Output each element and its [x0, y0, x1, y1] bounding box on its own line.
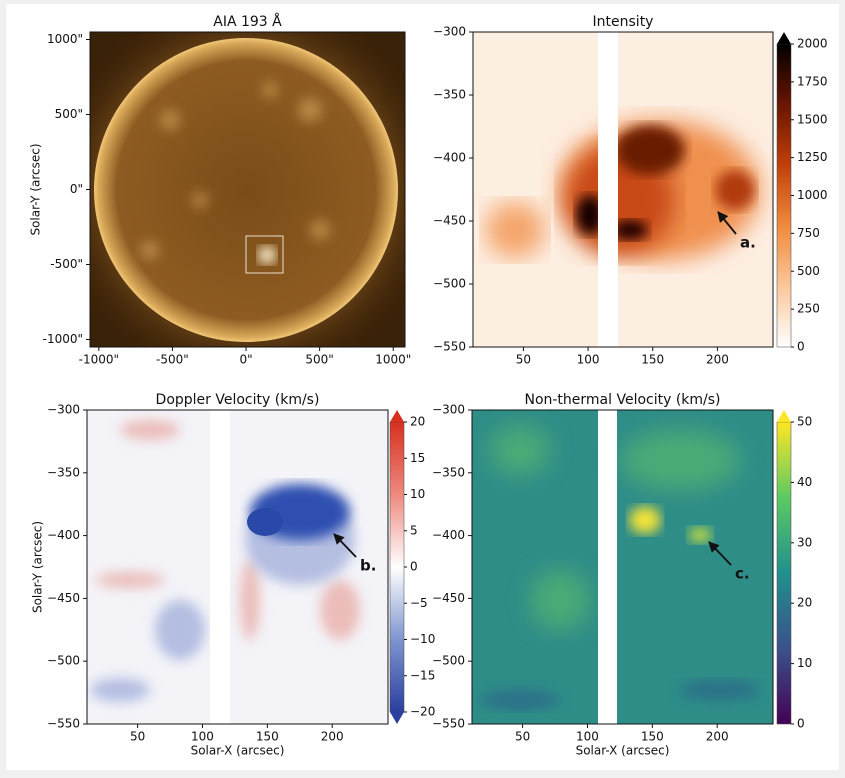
figure: AIA 193 Å-1000"-500"0"500"1000"1000"500"…: [0, 0, 845, 778]
colorbar-tick-label: 1500: [797, 112, 828, 126]
y-tick-label: −550: [47, 717, 80, 731]
colorbar-tick-label: −5: [410, 596, 428, 610]
colorbar-tick-label: −10: [410, 632, 435, 646]
annotation-label: c.: [735, 565, 750, 583]
y-tick-label: −500: [47, 654, 80, 668]
y-tick-label: 500": [55, 107, 83, 121]
y-tick-label: −450: [432, 591, 465, 605]
y-tick-label: −300: [432, 403, 465, 417]
y-tick-label: −450: [47, 591, 80, 605]
aia-image: [46, 0, 446, 390]
colorbar-tick-label: 20: [410, 415, 425, 429]
colorbar-tick-label: 1000: [797, 188, 828, 202]
y-tick-label: −500: [432, 654, 465, 668]
x-tick-label: 100: [577, 353, 600, 367]
colorbar-tick-label: 1250: [797, 150, 828, 164]
y-tick-label: −400: [433, 151, 466, 165]
annotation-label: a.: [740, 234, 756, 252]
y-tick-label: −550: [432, 717, 465, 731]
y-tick-label: −300: [433, 25, 466, 39]
colorbar-tick-label: 20: [797, 596, 812, 610]
y-axis-label: Solar-Y (arcsec): [31, 521, 45, 613]
colorbar-tick-label: 0: [797, 340, 805, 354]
colorbar: [390, 422, 404, 712]
y-tick-label: -1000": [43, 332, 83, 346]
x-tick-label: 1000": [375, 353, 411, 367]
x-tick-label: 200: [706, 353, 729, 367]
panel-title: Intensity: [593, 14, 654, 30]
colorbar-tick-label: 15: [410, 451, 425, 465]
colorbar-tick-label: 50: [797, 415, 812, 429]
y-tick-label: −350: [47, 465, 80, 479]
colorbar-tick-label: 0: [410, 560, 418, 574]
page: {"chart_data": [ {"type": "image", "titl…: [0, 0, 845, 778]
colorbar-tick-label: 1750: [797, 74, 828, 88]
y-tick-label: −500: [433, 277, 466, 291]
y-tick-label: −550: [433, 340, 466, 354]
colorbar-tick-label: 40: [797, 475, 812, 489]
colorbar-tick-label: 30: [797, 535, 812, 549]
colorbar-tick-label: 750: [797, 226, 820, 240]
colorbar: [777, 422, 791, 724]
y-tick-label: −350: [433, 88, 466, 102]
colorbar-tick-label: −15: [410, 668, 435, 682]
x-tick-label: -1000": [79, 353, 119, 367]
colorbar-tick-label: 0: [797, 717, 805, 731]
colorbar-tick-label: 10: [410, 487, 425, 501]
nonthermal-image: [472, 410, 773, 724]
x-axis-label: Solar-X (arcsec): [191, 744, 285, 758]
x-tick-label: 50: [516, 353, 531, 367]
colorbar-tick-label: 500: [797, 264, 820, 278]
y-tick-label: −400: [47, 528, 80, 542]
y-tick-label: −400: [432, 528, 465, 542]
panel-title: Doppler Velocity (km/s): [156, 392, 320, 408]
x-tick-label: -500": [156, 353, 189, 367]
y-tick-label: −350: [432, 465, 465, 479]
y-tick-label: -500": [50, 257, 83, 271]
x-tick-label: 150: [641, 730, 664, 744]
y-tick-label: −450: [433, 214, 466, 228]
x-tick-label: 50: [515, 730, 530, 744]
y-tick-label: 1000": [47, 32, 83, 46]
x-tick-label: 100: [576, 730, 599, 744]
intensity-image: [473, 32, 773, 347]
x-tick-label: 100: [191, 730, 214, 744]
colorbar-tick-label: 5: [410, 523, 418, 537]
x-tick-label: 150: [641, 353, 664, 367]
panel-title: AIA 193 Å: [213, 13, 282, 30]
x-tick-label: 200: [321, 730, 344, 744]
annotation-label: b.: [360, 557, 376, 575]
colorbar-tick-label: 250: [797, 302, 820, 316]
x-tick-label: 150: [256, 730, 279, 744]
x-axis-label: Solar-X (arcsec): [576, 744, 670, 758]
y-axis-label: Solar-Y (arcsec): [29, 143, 43, 235]
x-tick-label: 200: [706, 730, 729, 744]
y-tick-label: −300: [47, 403, 80, 417]
x-tick-label: 0": [239, 353, 252, 367]
panel-title: Non-thermal Velocity (km/s): [524, 392, 720, 408]
doppler-image: [87, 410, 388, 724]
colorbar-tick-label: 10: [797, 656, 812, 670]
colorbar-tick-label: 2000: [797, 37, 828, 51]
x-tick-label: 50: [130, 730, 145, 744]
y-tick-label: 0": [70, 182, 83, 196]
x-tick-label: 500": [305, 353, 333, 367]
colorbar: [777, 44, 791, 347]
